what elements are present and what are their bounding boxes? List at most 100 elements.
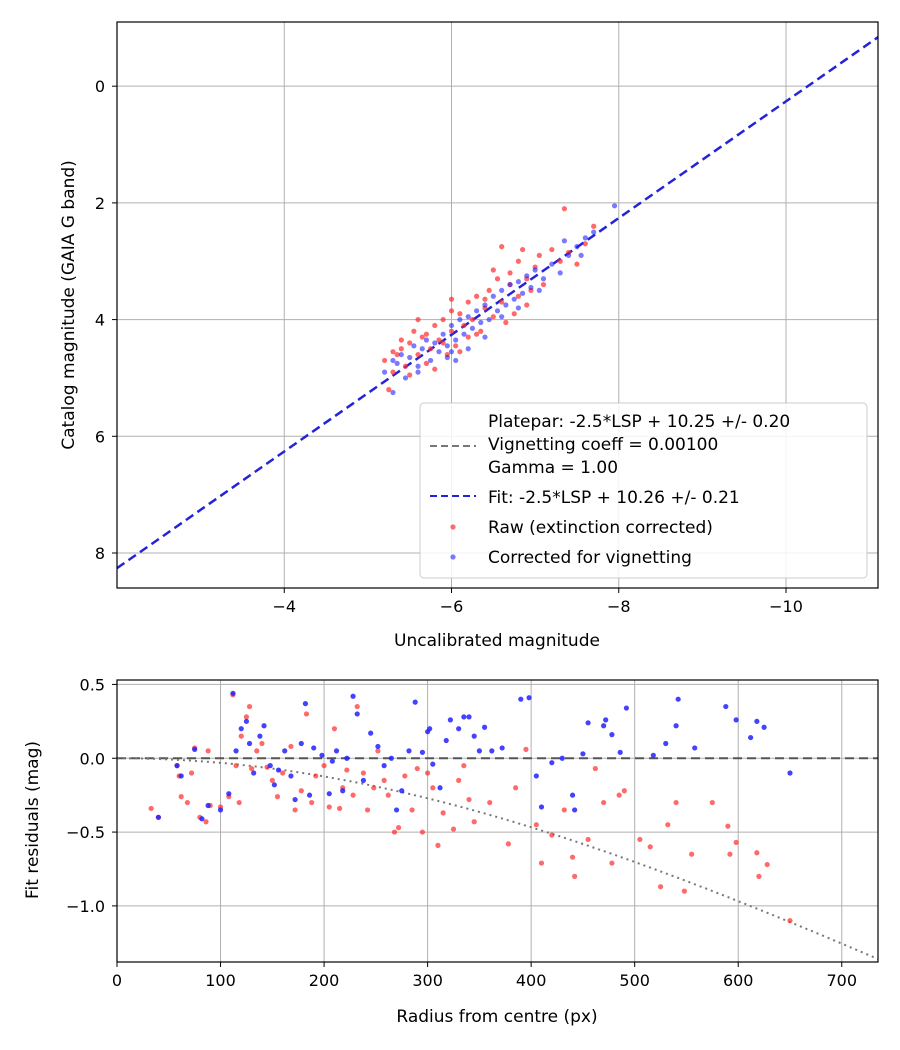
raw-residual-point <box>523 746 529 752</box>
raw-point <box>390 349 396 355</box>
raw-residual-point <box>585 836 591 843</box>
bottom-x-tick-label: 700 <box>826 971 857 990</box>
raw-residual-point <box>505 841 511 847</box>
bottom-y-axis-label: Fit residuals (mag) <box>23 741 43 899</box>
raw-residual-point <box>321 763 327 769</box>
raw-point <box>427 346 434 352</box>
bottom-y-ticks: 0.5 0.0 −0.5 −1.0 <box>66 675 117 916</box>
corrected-point <box>519 290 526 296</box>
fit-line <box>116 36 879 570</box>
raw-point <box>461 322 467 329</box>
corrected-point <box>444 354 450 361</box>
raw-residual-point <box>681 888 687 894</box>
corrected-residual-point <box>298 740 304 747</box>
raw-point <box>407 340 413 346</box>
raw-point <box>440 316 446 323</box>
corrected-point <box>465 314 471 320</box>
corrected-point <box>574 244 580 250</box>
legend-corrected-marker <box>450 554 456 560</box>
corrected-residual-point <box>609 732 615 738</box>
corrected-point <box>486 316 492 323</box>
raw-residual-point <box>354 703 360 710</box>
raw-residual-point <box>673 799 679 806</box>
corrected-point <box>557 270 563 276</box>
bottom-y-tick-label: 0.0 <box>80 749 105 768</box>
raw-point <box>448 308 455 314</box>
corrected-point <box>436 349 442 355</box>
corrected-residual-point <box>580 751 586 757</box>
raw-point <box>465 334 471 340</box>
corrected-residual-point <box>623 705 630 711</box>
raw-residual-point <box>280 770 286 776</box>
raw-residual-point <box>616 792 622 798</box>
raw-point <box>511 311 517 317</box>
raw-point <box>490 314 496 320</box>
raw-point <box>440 340 446 346</box>
raw-point <box>515 258 522 264</box>
corrected-residual-point <box>673 723 679 729</box>
corrected-point <box>427 357 434 364</box>
corrected-residual-point <box>333 748 340 754</box>
corrected-point <box>448 322 455 329</box>
corrected-point <box>503 302 509 308</box>
corrected-residual-point <box>430 761 436 767</box>
legend-box <box>419 402 868 579</box>
corrected-residual-point <box>174 763 180 769</box>
corrected-residual-point <box>326 791 332 797</box>
corrected-residual-point <box>360 777 367 783</box>
raw-residual-point <box>236 799 242 806</box>
corrected-point <box>494 308 501 314</box>
top-y-tick-label: 8 <box>95 544 105 563</box>
corrected-point <box>382 369 388 375</box>
corrected-point <box>415 369 421 375</box>
raw-point <box>524 302 530 308</box>
raw-point <box>411 328 417 334</box>
top-axes-frame <box>116 21 879 589</box>
corrected-residual-point <box>388 755 394 761</box>
raw-residual-point <box>435 842 441 848</box>
raw-residual-point <box>754 850 760 856</box>
raw-point <box>453 343 459 349</box>
corrected-residual-point <box>340 788 346 794</box>
raw-point <box>478 328 484 334</box>
top-x-ticks: −4 −6 −8 −10 <box>272 588 803 616</box>
raw-residual-point <box>601 799 607 806</box>
corrected-residual-point <box>311 745 317 751</box>
corrected-residual-point <box>466 714 472 720</box>
corrected-residual-point <box>393 807 400 813</box>
raw-point <box>473 331 480 337</box>
corrected-residual-point <box>538 804 545 810</box>
corrected-residual-point <box>226 791 232 797</box>
corrected-residual-point <box>238 726 244 732</box>
raw-residual-point <box>360 770 367 776</box>
raw-residual-point <box>274 794 281 800</box>
corrected-residual-point <box>461 714 467 720</box>
bottom-y-tick-label: −1.0 <box>66 897 105 916</box>
raw-point <box>398 337 404 343</box>
corrected-residual-point <box>733 717 739 723</box>
corrected-point <box>440 331 446 337</box>
raw-point <box>423 331 430 337</box>
raw-residual-point <box>561 807 567 813</box>
corrected-residual-point <box>489 748 495 754</box>
raw-point <box>415 351 421 358</box>
raw-point <box>561 206 568 212</box>
corrected-residual-point <box>518 696 524 702</box>
top-x-axis-label: Uncalibrated magnitude <box>394 631 600 651</box>
corrected-residual-point <box>329 758 335 764</box>
raw-residual-point <box>326 804 332 810</box>
corrected-point <box>490 293 496 299</box>
raw-residual-point <box>461 763 467 769</box>
corrected-residual-point <box>569 792 576 798</box>
raw-residual-point <box>243 714 250 720</box>
corrected-point <box>478 319 484 326</box>
raw-residual-point <box>637 836 643 843</box>
raw-point <box>503 319 509 326</box>
raw-point <box>394 351 400 358</box>
corrected-point <box>507 281 513 288</box>
raw-residual-point <box>466 796 472 803</box>
raw-residual-point <box>148 805 154 812</box>
top-y-tick-label: 6 <box>95 427 105 446</box>
corrected-residual-point <box>233 748 239 754</box>
top-points <box>382 203 618 396</box>
